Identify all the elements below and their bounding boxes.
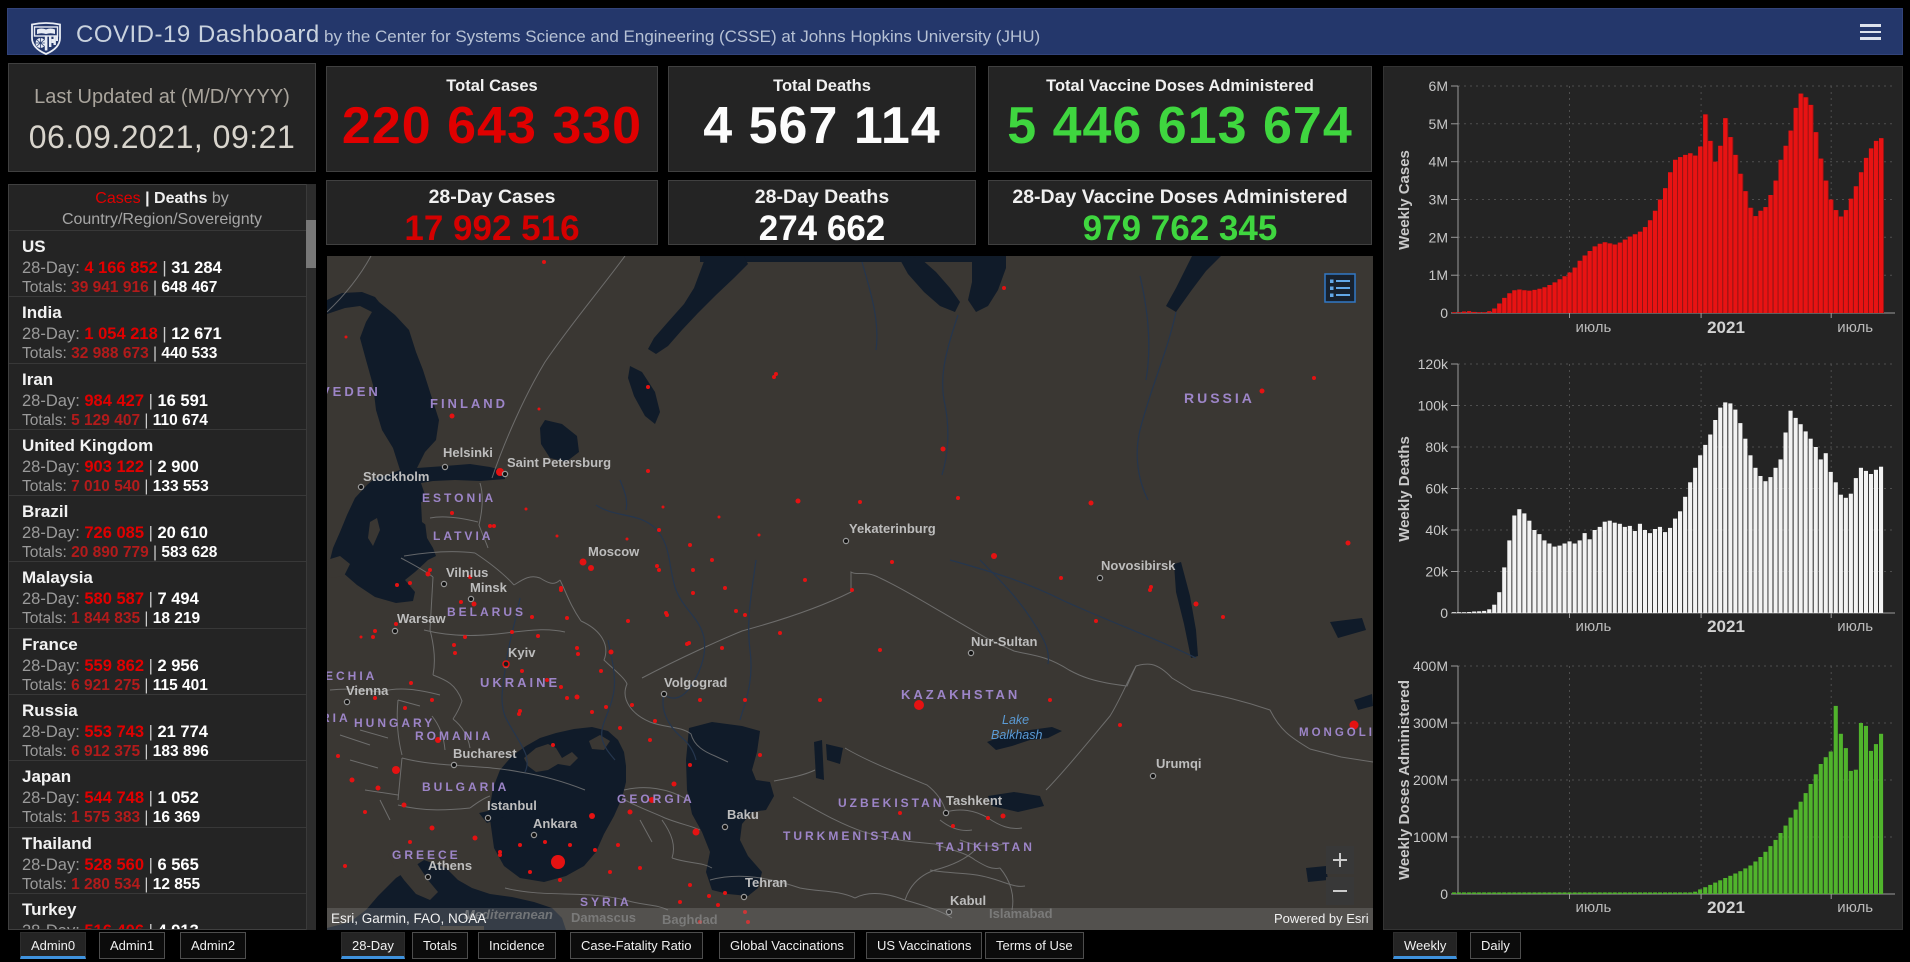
svg-text:UKRAINE: UKRAINE (480, 675, 560, 690)
svg-text:июль: июль (1837, 618, 1873, 635)
svg-text:0: 0 (1440, 886, 1448, 902)
svg-text:Lake: Lake (1002, 713, 1029, 727)
svg-text:Bucharest: Bucharest (453, 746, 517, 761)
svg-text:MONGOLIA: MONGOLIA (1299, 727, 1373, 739)
svg-text:TURKMENISTAN: TURKMENISTAN (783, 829, 914, 843)
svg-text:BELARUS: BELARUS (447, 605, 526, 619)
svg-text:Saint Petersburg: Saint Petersburg (507, 455, 611, 470)
svg-text:июль: июль (1837, 899, 1873, 916)
svg-text:Istanbul: Istanbul (487, 798, 537, 813)
svg-text:FINLAND: FINLAND (430, 396, 508, 411)
svg-text:Damascus: Damascus (571, 910, 636, 925)
svg-text:UZBEKISTAN: UZBEKISTAN (838, 796, 944, 810)
svg-text:Kabul: Kabul (950, 893, 986, 908)
svg-text:2021: 2021 (1707, 318, 1745, 337)
svg-text:Stockholm: Stockholm (363, 469, 429, 484)
svg-text:2M: 2M (1429, 229, 1448, 245)
svg-text:Tashkent: Tashkent (946, 793, 1003, 808)
svg-text:RIA: RIA (327, 711, 351, 725)
svg-text:BULGARIA: BULGARIA (422, 780, 509, 794)
svg-text:HUNGARY: HUNGARY (354, 716, 435, 730)
svg-text:0: 0 (1440, 305, 1448, 321)
svg-text:VEDEN: VEDEN (327, 384, 381, 399)
svg-text:Balkhash: Balkhash (991, 728, 1042, 742)
svg-text:Esri, Garmin, FAO, NOAA: Esri, Garmin, FAO, NOAA (331, 911, 486, 926)
svg-text:100M: 100M (1413, 829, 1448, 845)
svg-text:120k: 120k (1418, 356, 1449, 372)
svg-text:6M: 6M (1429, 78, 1448, 94)
svg-text:Powered by Esri: Powered by Esri (1274, 911, 1369, 926)
svg-text:SYRIA: SYRIA (580, 895, 632, 909)
svg-text:Weekly Cases: Weekly Cases (1396, 150, 1413, 250)
svg-text:Volgograd: Volgograd (664, 675, 727, 690)
svg-text:Ankara: Ankara (533, 816, 578, 831)
svg-text:Urumqi: Urumqi (1156, 756, 1202, 771)
svg-text:2021: 2021 (1707, 898, 1745, 917)
svg-text:5M: 5M (1429, 116, 1448, 132)
svg-text:4M: 4M (1429, 154, 1448, 170)
svg-text:200M: 200M (1413, 772, 1448, 788)
svg-text:ESTONIA: ESTONIA (422, 491, 496, 505)
svg-text:Minsk: Minsk (470, 580, 508, 595)
svg-text:Islamabad: Islamabad (989, 906, 1053, 921)
svg-text:300M: 300M (1413, 715, 1448, 731)
svg-text:Mediterranean: Mediterranean (464, 907, 553, 922)
svg-text:400M: 400M (1413, 658, 1448, 674)
svg-text:1M: 1M (1429, 267, 1448, 283)
svg-text:100k: 100k (1418, 398, 1449, 414)
svg-text:LATVIA: LATVIA (433, 529, 493, 543)
svg-text:RUSSIA: RUSSIA (1184, 390, 1255, 406)
svg-text:Tehran: Tehran (745, 875, 787, 890)
svg-text:KAZAKHSTAN: KAZAKHSTAN (901, 687, 1020, 702)
svg-text:Vilnius: Vilnius (446, 565, 488, 580)
svg-text:0: 0 (1440, 605, 1448, 621)
svg-text:Kyiv: Kyiv (508, 645, 536, 660)
svg-text:Moscow: Moscow (588, 544, 640, 559)
svg-text:июль: июль (1837, 319, 1873, 336)
svg-text:Baghdad: Baghdad (662, 912, 718, 927)
svg-text:июль: июль (1576, 319, 1612, 336)
svg-text:80k: 80k (1425, 439, 1449, 455)
svg-text:3M: 3M (1429, 192, 1448, 208)
svg-text:Warsaw: Warsaw (397, 611, 447, 626)
svg-text:Vienna: Vienna (346, 683, 389, 698)
svg-text:Athens: Athens (428, 858, 472, 873)
svg-text:TAJIKISTAN: TAJIKISTAN (936, 840, 1035, 854)
svg-text:ROMANIA: ROMANIA (415, 729, 493, 743)
svg-text:20k: 20k (1425, 564, 1449, 580)
svg-text:Weekly Doses Administered: Weekly Doses Administered (1396, 680, 1413, 880)
svg-text:2021: 2021 (1707, 617, 1745, 636)
svg-text:GEORGIA: GEORGIA (617, 792, 695, 806)
svg-text:Novosibirsk: Novosibirsk (1101, 558, 1176, 573)
svg-text:40k: 40k (1425, 522, 1449, 538)
svg-text:GREECE: GREECE (392, 848, 461, 862)
svg-text:60k: 60k (1425, 481, 1449, 497)
svg-text:Weekly Deaths: Weekly Deaths (1396, 436, 1413, 542)
svg-text:июль: июль (1576, 899, 1612, 916)
svg-text:Helsinki: Helsinki (443, 445, 493, 460)
svg-text:ECHIA: ECHIA (327, 669, 377, 683)
svg-text:июль: июль (1576, 618, 1612, 635)
svg-text:Nur-Sultan: Nur-Sultan (971, 634, 1038, 649)
svg-text:Baku: Baku (727, 807, 759, 822)
svg-text:Yekaterinburg: Yekaterinburg (849, 521, 936, 536)
